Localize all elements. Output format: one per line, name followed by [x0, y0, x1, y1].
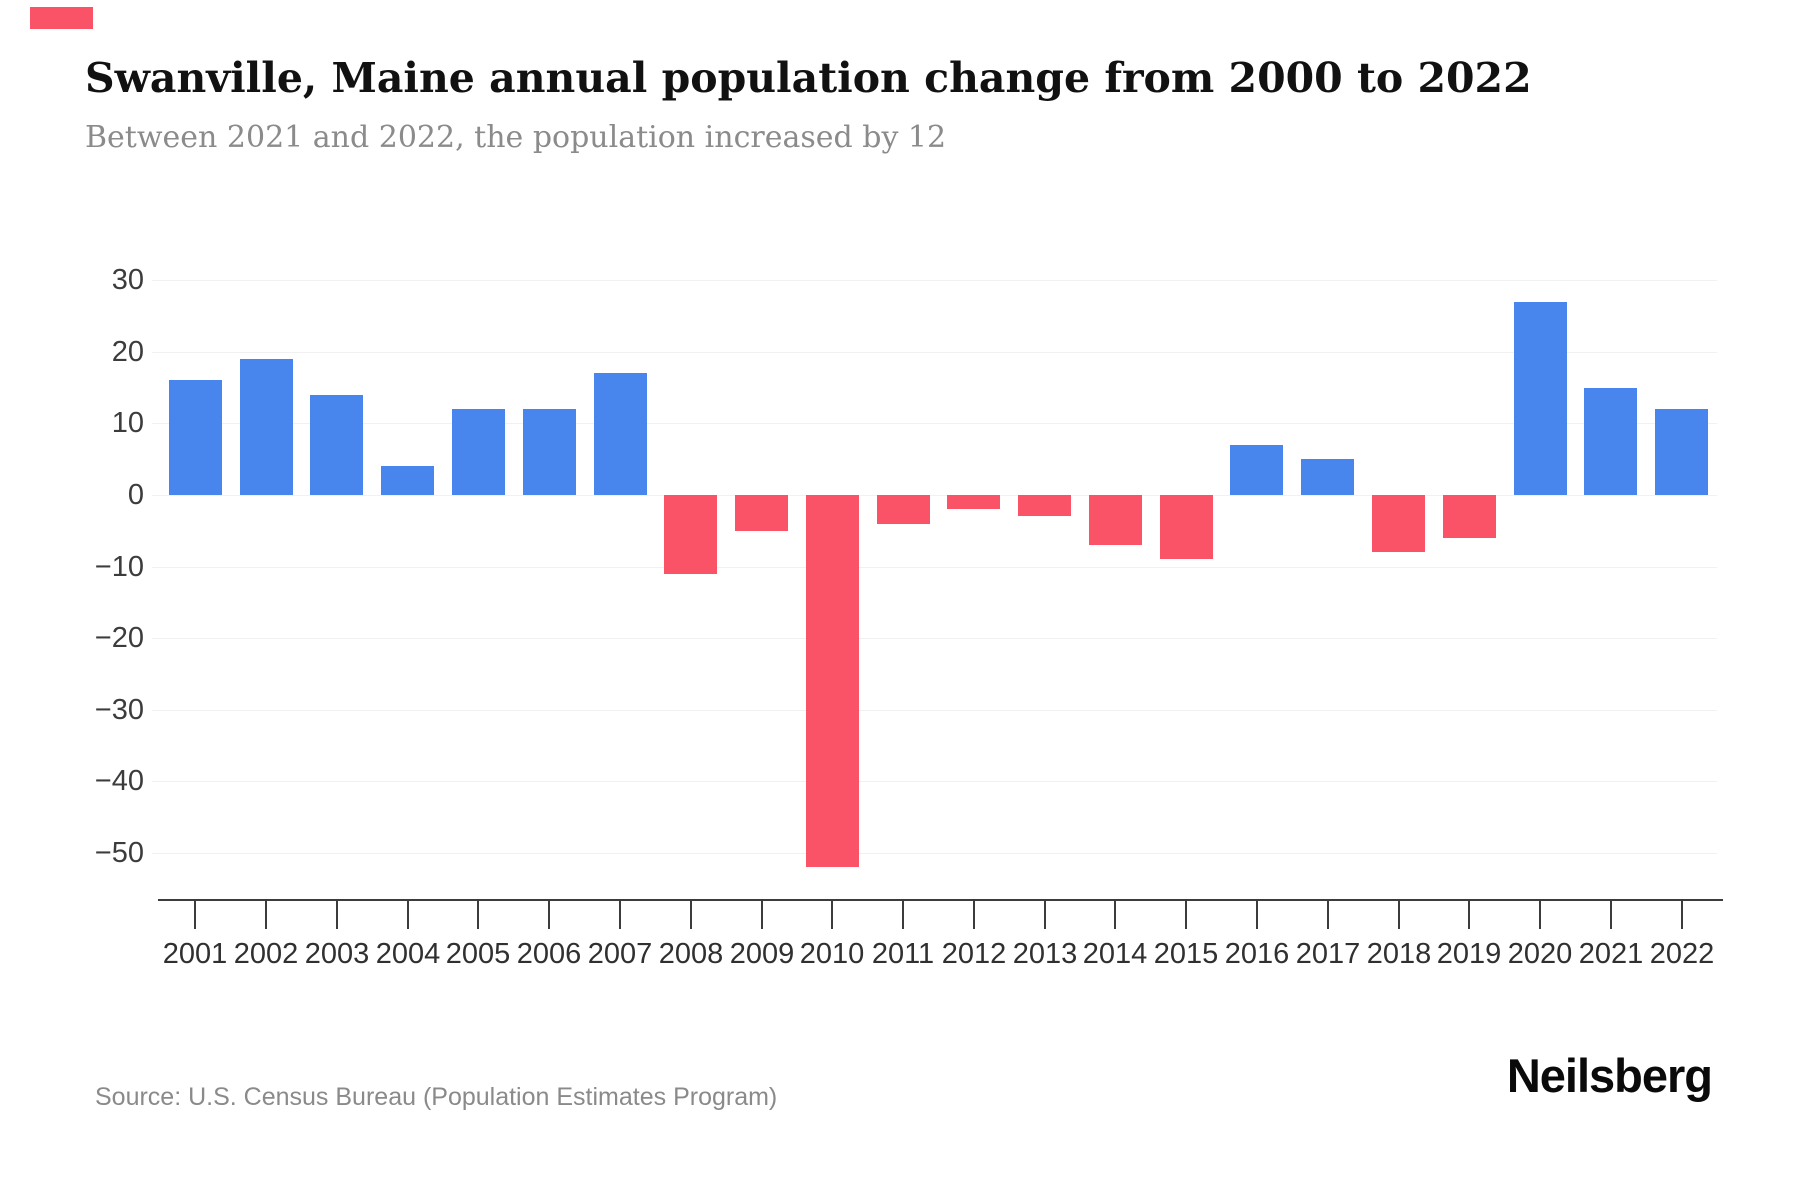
bar-2019 — [1443, 495, 1496, 538]
bar-2007 — [594, 373, 647, 495]
chart-title: Swanville, Maine annual population chang… — [85, 54, 1532, 102]
x-axis-tick — [1468, 899, 1470, 929]
gridline-20 — [152, 352, 1717, 353]
x-axis-year-label: 2014 — [1082, 938, 1148, 970]
bar-2004 — [381, 466, 434, 495]
x-axis-tick — [1185, 899, 1187, 929]
bar-2014 — [1089, 495, 1142, 545]
x-axis-year-label: 2012 — [941, 938, 1007, 970]
x-axis-tick — [1539, 899, 1541, 929]
y-axis-tick-label: −50 — [94, 837, 144, 869]
x-axis-tick — [761, 899, 763, 929]
bar-2010 — [806, 495, 859, 867]
bar-2015 — [1160, 495, 1213, 559]
gridline--20 — [152, 638, 1717, 639]
x-axis-tick — [336, 899, 338, 929]
bar-2003 — [310, 395, 363, 495]
x-axis-tick — [690, 899, 692, 929]
gridline--10 — [152, 567, 1717, 568]
x-axis-tick — [1398, 899, 1400, 929]
x-axis-tick — [619, 899, 621, 929]
bar-2018 — [1372, 495, 1425, 552]
gridline--40 — [152, 781, 1717, 782]
y-axis-tick-label: 10 — [111, 407, 144, 439]
x-axis-tick — [1256, 899, 1258, 929]
bar-2002 — [240, 359, 293, 495]
x-axis-line — [158, 899, 1723, 901]
bar-2008 — [664, 495, 717, 574]
x-axis-year-label: 2017 — [1295, 938, 1361, 970]
y-axis-tick-label: 30 — [111, 264, 144, 296]
x-axis-year-label: 2009 — [729, 938, 795, 970]
bar-2021 — [1584, 388, 1637, 495]
y-axis-tick-label: 0 — [127, 479, 144, 511]
x-axis-year-label: 2006 — [516, 938, 582, 970]
x-axis-year-label: 2021 — [1578, 938, 1644, 970]
chart-subtitle: Between 2021 and 2022, the population in… — [85, 120, 947, 155]
y-axis-tick-label: −40 — [94, 765, 144, 797]
gridline-30 — [152, 280, 1717, 281]
y-axis-tick-label: 20 — [111, 336, 144, 368]
accent-mark — [30, 7, 93, 29]
gridline--50 — [152, 853, 1717, 854]
source-note: Source: U.S. Census Bureau (Population E… — [95, 1083, 778, 1111]
y-axis-tick-label: −30 — [94, 694, 144, 726]
x-axis-tick — [1610, 899, 1612, 929]
x-axis-tick — [265, 899, 267, 929]
x-axis-year-label: 2005 — [445, 938, 511, 970]
gridline-10 — [152, 423, 1717, 424]
bar-2020 — [1514, 302, 1567, 495]
x-axis-tick — [973, 899, 975, 929]
x-axis-year-label: 2016 — [1224, 938, 1290, 970]
x-axis-tick — [1114, 899, 1116, 929]
brand-logo: Neilsberg — [1506, 1049, 1713, 1102]
x-axis-year-label: 2013 — [1012, 938, 1078, 970]
bar-2001 — [169, 380, 222, 495]
x-axis-tick — [194, 899, 196, 929]
y-axis-tick-label: −20 — [94, 622, 144, 654]
x-axis-tick — [407, 899, 409, 929]
x-axis-tick — [477, 899, 479, 929]
bar-2009 — [735, 495, 788, 531]
x-axis-year-label: 2001 — [162, 938, 228, 970]
x-axis-year-label: 2007 — [587, 938, 653, 970]
x-axis-tick — [1044, 899, 1046, 929]
bar-2006 — [523, 409, 576, 495]
bar-2012 — [947, 495, 1000, 509]
gridline-0 — [152, 495, 1717, 496]
x-axis-tick — [902, 899, 904, 929]
x-axis-year-label: 2018 — [1366, 938, 1432, 970]
bar-2011 — [877, 495, 930, 524]
bar-2013 — [1018, 495, 1071, 516]
x-axis-year-label: 2019 — [1436, 938, 1502, 970]
x-axis-year-label: 2022 — [1649, 938, 1715, 970]
x-axis-year-label: 2004 — [375, 938, 441, 970]
x-axis-tick — [1681, 899, 1683, 929]
x-axis-year-label: 2015 — [1153, 938, 1219, 970]
bar-2016 — [1230, 445, 1283, 495]
bar-2005 — [452, 409, 505, 495]
gridline--30 — [152, 710, 1717, 711]
y-axis-tick-label: −10 — [94, 551, 144, 583]
x-axis-tick — [1327, 899, 1329, 929]
x-axis-year-label: 2002 — [233, 938, 299, 970]
bar-2017 — [1301, 459, 1354, 495]
x-axis-year-label: 2003 — [304, 938, 370, 970]
x-axis-year-label: 2008 — [658, 938, 724, 970]
x-axis-year-label: 2020 — [1507, 938, 1573, 970]
bar-2022 — [1655, 409, 1708, 495]
x-axis-year-label: 2010 — [799, 938, 865, 970]
x-axis-year-label: 2011 — [871, 938, 935, 970]
x-axis-tick — [548, 899, 550, 929]
x-axis-tick — [831, 899, 833, 929]
